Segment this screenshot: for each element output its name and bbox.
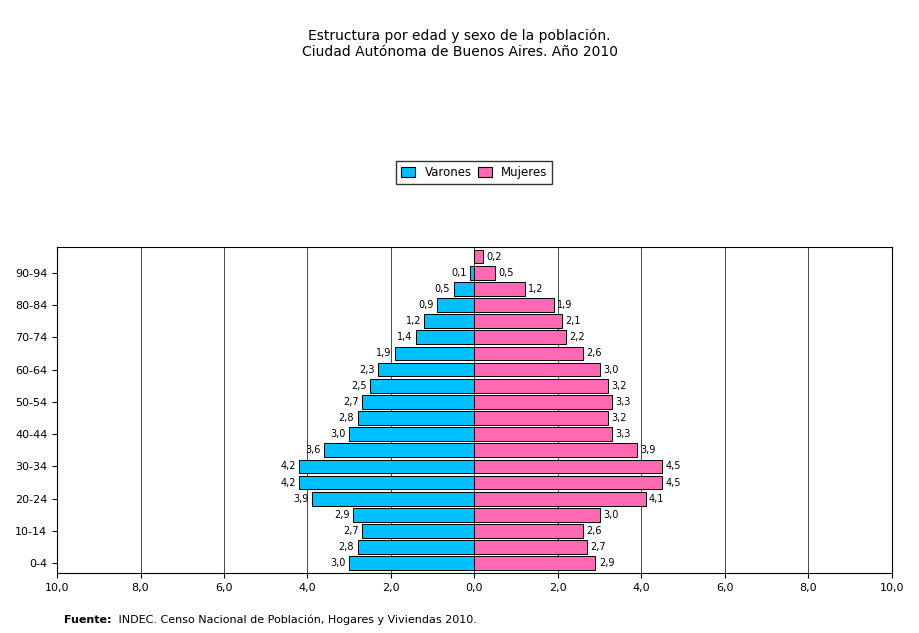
Bar [437, 298, 474, 312]
Bar [474, 266, 495, 280]
Bar [474, 363, 599, 377]
Bar [474, 556, 596, 570]
Bar [474, 346, 583, 360]
Bar [474, 411, 608, 425]
Text: 2,5: 2,5 [351, 380, 367, 391]
Text: 3,0: 3,0 [331, 558, 346, 568]
Text: 2,9: 2,9 [599, 558, 614, 568]
Text: Fuente:: Fuente: [64, 615, 112, 625]
Bar [362, 395, 474, 409]
Text: 1,9: 1,9 [557, 300, 573, 310]
Bar [471, 266, 474, 280]
Text: 1,9: 1,9 [377, 348, 391, 358]
Text: 3,6: 3,6 [305, 445, 321, 455]
Text: 0,2: 0,2 [486, 251, 502, 261]
Text: 3,3: 3,3 [616, 397, 630, 407]
Bar [474, 282, 525, 296]
Text: 2,2: 2,2 [570, 332, 585, 342]
Bar [300, 475, 474, 489]
Text: 0,9: 0,9 [418, 300, 434, 310]
Text: 2,6: 2,6 [586, 526, 602, 536]
Bar [474, 475, 663, 489]
Bar [474, 492, 645, 506]
Text: 3,0: 3,0 [603, 510, 618, 520]
Bar [395, 346, 474, 360]
Text: INDEC. Censo Nacional de Población, Hogares y Viviendas 2010.: INDEC. Censo Nacional de Población, Hoga… [115, 614, 477, 625]
Text: 4,1: 4,1 [649, 494, 664, 504]
Bar [474, 508, 599, 522]
Text: 2,7: 2,7 [590, 542, 606, 552]
Bar [379, 363, 474, 377]
Bar [474, 298, 554, 312]
Text: 1,2: 1,2 [405, 316, 421, 326]
Text: 2,8: 2,8 [339, 413, 354, 423]
Text: 2,6: 2,6 [586, 348, 602, 358]
Bar [357, 411, 474, 425]
Bar [474, 314, 562, 328]
Text: 3,0: 3,0 [603, 365, 618, 375]
Text: 3,0: 3,0 [331, 429, 346, 439]
Bar [474, 443, 637, 457]
Bar [425, 314, 474, 328]
Bar [354, 508, 474, 522]
Bar [312, 492, 474, 506]
Text: 0,5: 0,5 [435, 284, 450, 294]
Text: 1,4: 1,4 [397, 332, 413, 342]
Text: 0,1: 0,1 [451, 268, 467, 278]
Bar [454, 282, 474, 296]
Bar [362, 524, 474, 538]
Bar [474, 330, 566, 344]
Bar [300, 460, 474, 473]
Text: 3,3: 3,3 [616, 429, 630, 439]
Text: 4,2: 4,2 [280, 461, 296, 472]
Text: Estructura por edad y sexo de la población.
Ciudad Autónoma de Buenos Aires. Año: Estructura por edad y sexo de la poblaci… [301, 28, 618, 59]
Text: 1,2: 1,2 [528, 284, 543, 294]
Bar [349, 556, 474, 570]
Text: 2,1: 2,1 [565, 316, 581, 326]
Bar [474, 541, 587, 554]
Text: 3,9: 3,9 [293, 494, 309, 504]
Text: 3,2: 3,2 [611, 413, 627, 423]
Text: 3,9: 3,9 [641, 445, 656, 455]
Bar [474, 379, 608, 392]
Bar [474, 460, 663, 473]
Bar [416, 330, 474, 344]
Text: 4,2: 4,2 [280, 477, 296, 487]
Bar [357, 541, 474, 554]
Text: 2,7: 2,7 [343, 526, 358, 536]
Text: 4,5: 4,5 [665, 477, 681, 487]
Text: 2,7: 2,7 [343, 397, 358, 407]
Legend: Varones, Mujeres: Varones, Mujeres [396, 161, 552, 184]
Bar [474, 427, 612, 441]
Text: 2,9: 2,9 [335, 510, 350, 520]
Bar [370, 379, 474, 392]
Bar [324, 443, 474, 457]
Bar [349, 427, 474, 441]
Text: 2,8: 2,8 [339, 542, 354, 552]
Text: 0,5: 0,5 [499, 268, 514, 278]
Bar [474, 249, 482, 263]
Text: 4,5: 4,5 [665, 461, 681, 472]
Bar [474, 524, 583, 538]
Text: 3,2: 3,2 [611, 380, 627, 391]
Bar [474, 395, 612, 409]
Text: 2,3: 2,3 [359, 365, 375, 375]
